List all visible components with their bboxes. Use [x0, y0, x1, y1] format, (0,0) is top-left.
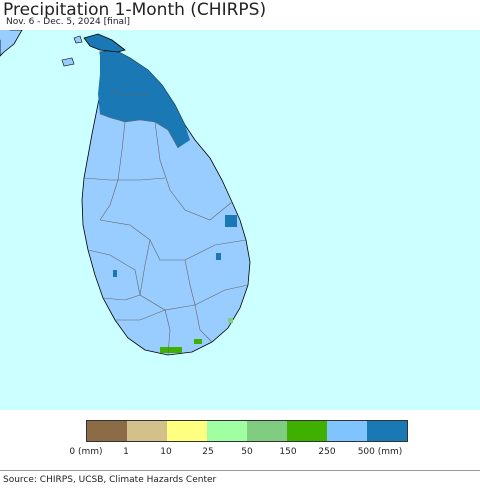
east-coast-wet-pocket-2 [216, 253, 221, 260]
date-range: Nov. 6 - Dec. 5, 2024 [final] [6, 17, 131, 27]
legend-label-3: 25 [202, 447, 214, 457]
legend-swatch-3 [207, 421, 247, 441]
legend-label-6: 250 [318, 447, 336, 457]
legend-labels: 0 (mm) 1 10 25 50 150 250 500 (mm) [0, 447, 480, 461]
south-coast-green-2 [194, 339, 202, 344]
india-land [0, 30, 10, 40]
legend-swatch-6 [327, 421, 367, 441]
legend-swatch-2 [167, 421, 207, 441]
island-small-2 [73, 35, 83, 44]
jaffna-peninsula [83, 33, 126, 53]
legend-label-4: 50 [241, 447, 253, 457]
legend-swatch-7 [367, 421, 407, 441]
legend-swatch-4 [247, 421, 287, 441]
south-coast-green-1 [160, 347, 182, 353]
island-small-1 [61, 57, 75, 67]
legend-label-5: 150 [279, 447, 297, 457]
footer-divider [0, 470, 480, 471]
east-coast-wet-pocket [225, 215, 237, 227]
sri-lanka-map [0, 30, 251, 356]
legend-label-2: 10 [160, 447, 172, 457]
legend-swatch-0 [87, 421, 127, 441]
legend-label-0: 0 (mm) [69, 447, 103, 457]
district-boundaries [83, 89, 249, 356]
legend-label-7: 500 (mm) [357, 447, 403, 457]
legend-color-bar [86, 420, 408, 442]
northern-heavy-rain-region [98, 50, 190, 148]
map-area [0, 30, 480, 410]
legend-swatch-5 [287, 421, 327, 441]
southeast-green-patch [228, 318, 233, 323]
source-credit: Source: CHIRPS, UCSB, Climate Hazards Ce… [3, 475, 217, 485]
page-title: Precipitation 1-Month (CHIRPS) [3, 0, 267, 20]
legend-label-1: 1 [123, 447, 129, 457]
legend-swatch-1 [127, 421, 167, 441]
central-wet-pocket [113, 270, 117, 277]
india-coastline [0, 30, 23, 57]
